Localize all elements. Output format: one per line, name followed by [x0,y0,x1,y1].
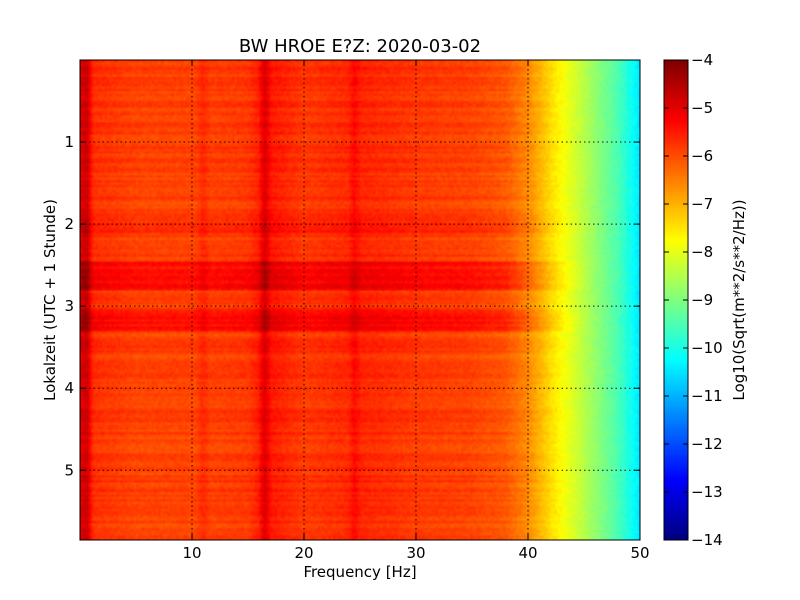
y-axis-label: Lokalzeit (UTC + 1 Stunde) [41,199,59,401]
colorbar-tick-label: −7 [691,195,713,213]
y-tick-label: 3 [64,297,74,315]
colorbar-tick-label: −14 [691,531,723,549]
heatmap-area [79,59,641,541]
x-tick-label: 40 [518,544,537,562]
y-axis: 1 2 3 4 5 [64,133,640,479]
y-tick-label: 1 [64,133,74,151]
colorbar-tick-label: −4 [691,51,713,69]
colorbar-tick-label: −8 [691,243,713,261]
plot-frame [79,59,641,541]
y-tick-label: 5 [64,461,74,479]
colorbar: −4 −5 −6 −7 −8 −9 −10 −11 −12 −13 −14 Log10(Sqrt(m… [663,51,748,549]
colorbar-tick-label: −6 [691,147,713,165]
x-tick-label: 30 [406,544,425,562]
colorbar-label: Log10(Sqrt(m**2/s**2/Hz)) [730,199,748,400]
chart-title: BW HROE E?Z: 2020-03-02 [239,36,481,57]
y-tick-label: 2 [64,215,74,233]
colorbar-tick-label: −11 [691,387,723,405]
x-tick-label: 50 [630,544,649,562]
colorbar-tick-label: −10 [691,339,723,357]
x-tick-label: 20 [294,544,313,562]
x-tick-label: 10 [182,544,201,562]
grid [80,60,640,540]
x-axis-label: Frequency [Hz] [303,563,416,581]
colorbar-tick-label: −9 [691,291,713,309]
colorbar-tick-label: −12 [691,435,723,453]
spectrogram-heatmap [80,60,640,540]
x-axis: 10 20 30 40 50 [182,60,650,562]
colorbar-tick-label: −5 [691,99,713,117]
colorbar-ticks: −4 −5 −6 −7 −8 −9 −10 −11 −12 −13 −14 [664,51,723,549]
colorbar-tick-label: −13 [691,483,723,501]
y-tick-label: 4 [64,379,74,397]
